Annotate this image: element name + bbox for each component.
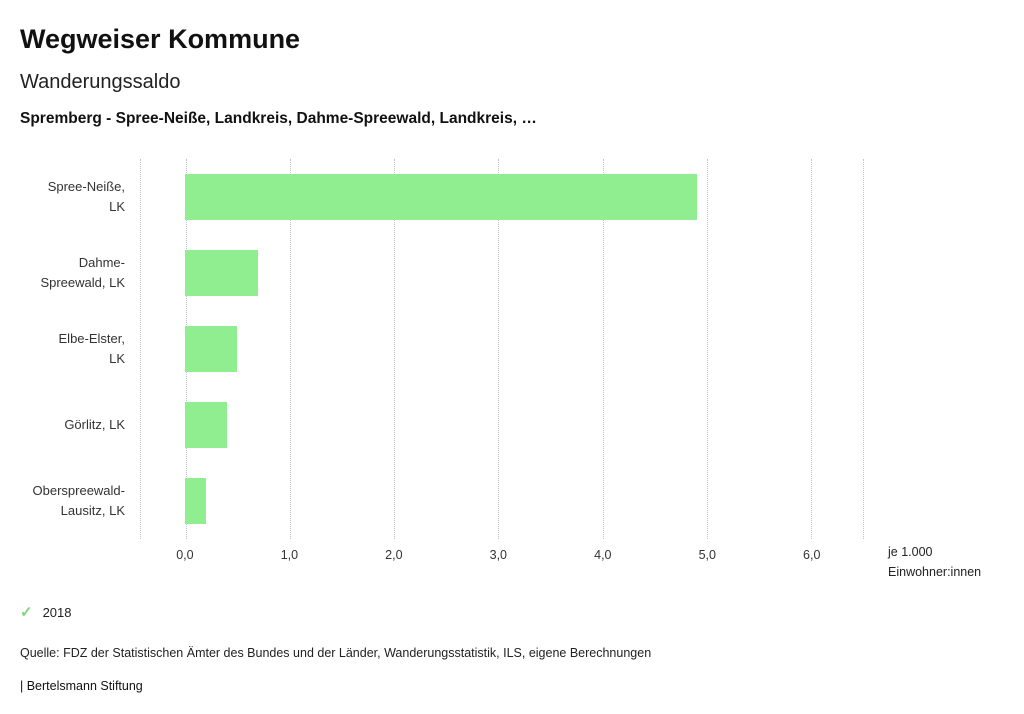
category-label: Spree-Neiße, LK	[47, 178, 125, 214]
tick-label: 2,0	[385, 547, 403, 562]
check-icon: ✓	[20, 603, 33, 621]
chart-row: Elbe-Elster, LK	[20, 311, 864, 387]
bar	[184, 249, 259, 296]
chart-body: Spree-Neiße, LK Dahme- Spreewald, LK Elbe-El…	[20, 158, 864, 539]
tick-label: 0,0	[176, 547, 194, 562]
bar	[184, 173, 697, 220]
bar-chart: Spree-Neiße, LK Dahme- Spreewald, LK Elbe-El…	[20, 158, 1004, 579]
tick-label: 1,0	[280, 547, 299, 562]
chart-subtitle: Spremberg - Spree-Neiße, Landkreis, Dahm…	[20, 110, 537, 128]
source-text: Quelle: FDZ der Statistischen Ämter des …	[20, 645, 652, 660]
gridline	[810, 158, 812, 539]
bar-zone	[140, 159, 864, 235]
bar-zone	[140, 463, 864, 539]
tick-label: 4,0	[594, 547, 612, 562]
category-label: Elbe-Elster, LK	[58, 330, 125, 366]
axis-unit-line2: Einwohner:innen	[888, 564, 982, 579]
axis-unit-label: je 1.000 Einwohner:innen	[888, 542, 981, 582]
chart-row: Dahme- Spreewald, LK	[20, 235, 864, 311]
category-label: Dahme- Spreewald, LK	[40, 254, 125, 290]
legend: ✓ 2018	[20, 605, 1004, 620]
bar	[184, 325, 238, 372]
category-label: Görlitz, LK	[64, 416, 125, 432]
branding-text: | Bertelsmann Stiftung	[20, 678, 143, 693]
chart-title: Wanderungssaldo	[20, 71, 181, 94]
tick-label: 5,0	[698, 547, 716, 562]
gridline	[706, 158, 708, 539]
bar-zone	[140, 387, 864, 463]
bar-zone	[140, 311, 864, 387]
gridline	[394, 158, 396, 539]
axis-unit-line1: je 1.000	[888, 544, 933, 559]
chart-row: Görlitz, LK	[20, 387, 864, 463]
page: Wegweiser Kommune Wanderungssaldo Spremb…	[20, 24, 1004, 693]
chart-row: Oberspreewald- Lausitz, LK	[20, 463, 864, 539]
legend-label: 2018	[42, 604, 72, 620]
bar	[184, 477, 206, 524]
gridline	[289, 158, 291, 539]
category-label: Oberspreewald- Lausitz, LK	[32, 482, 126, 518]
tick-label: 6,0	[803, 547, 821, 562]
chart-row: Spree-Neiße, LK	[20, 159, 864, 235]
gridline	[498, 158, 500, 539]
bar	[184, 401, 227, 448]
bar-zone	[140, 235, 864, 311]
x-axis: je 1.000 Einwohner:innen 0,0 1,0 2,0 3,0 4,0…	[140, 539, 981, 579]
tick-label: 3,0	[489, 547, 508, 562]
chart-rows: Spree-Neiße, LK Dahme- Spreewald, LK Elbe-El…	[20, 159, 864, 539]
page-title: Wegweiser Kommune	[20, 24, 301, 54]
gridline	[602, 158, 604, 539]
